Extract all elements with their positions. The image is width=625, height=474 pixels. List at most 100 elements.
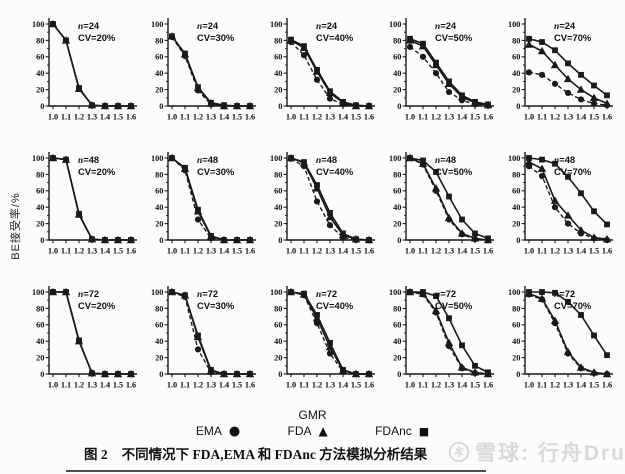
panel-n72-cv30: 0 20 40 60 80 100 1.0 1.1 1.2 1.3 1.4 1.5 1.6 n=72CV=… [151,286,256,390]
svg-text:20: 20 [393,220,401,229]
panel-n24-cv70: 0 20 40 60 80 100 1.0 1.1 1.2 1.3 1.4 1.5 1.6 n=24CV=… [508,18,613,122]
svg-text:0: 0 [159,236,163,245]
svg-text:1.6: 1.6 [602,113,612,122]
svg-text:1.0: 1.0 [286,381,296,390]
svg-text:n=24: n=24 [316,20,338,32]
svg-text:60: 60 [274,187,282,196]
svg-text:20: 20 [155,220,163,229]
panel-n48-cv70: 0 20 40 60 80 100 1.0 1.1 1.2 1.3 1.4 1.5 1.6 n=48CV=… [508,152,613,256]
svg-text:80: 80 [274,170,282,179]
svg-text:1.4: 1.4 [100,247,110,256]
svg-text:80: 80 [274,36,282,45]
svg-text:1.3: 1.3 [206,113,216,122]
svg-text:CV=70%: CV=70% [554,166,592,177]
svg-text:0: 0 [40,236,44,245]
svg-text:n=24: n=24 [197,20,219,32]
svg-text:80: 80 [512,36,520,45]
svg-text:n=24: n=24 [435,20,457,32]
svg-text:1.4: 1.4 [457,113,467,122]
svg-text:1.4: 1.4 [219,113,229,122]
watermark: 雪球: 行舟Drug [448,437,625,467]
svg-text:80: 80 [393,36,401,45]
figure-caption-text: 不同情况下 FDA,EMA 和 FDAnc 方法模拟分析结果 [121,447,428,462]
svg-text:20: 20 [274,86,282,95]
svg-text:n=72: n=72 [554,288,575,300]
svg-text:0: 0 [159,370,163,379]
panel-n48-cv30: 0 20 40 60 80 100 1.0 1.1 1.2 1.3 1.4 1.5 1.6 n=48CV=… [151,152,256,256]
svg-text:1.1: 1.1 [418,113,428,122]
svg-text:1.5: 1.5 [351,247,361,256]
svg-text:40: 40 [274,337,282,346]
svg-text:80: 80 [36,36,44,45]
svg-text:20: 20 [36,220,44,229]
panel-n24-cv30: 0 20 40 60 80 100 1.0 1.1 1.2 1.3 1.4 1.5 1.6 n=24CV=… [151,18,256,122]
svg-text:0: 0 [516,236,520,245]
svg-text:n=48: n=48 [435,154,456,166]
svg-text:CV=50%: CV=50% [435,166,473,177]
svg-text:CV=70%: CV=70% [554,32,592,43]
svg-text:1.4: 1.4 [338,381,348,390]
svg-text:100: 100 [151,20,163,29]
svg-text:1.5: 1.5 [589,113,599,122]
svg-text:1.6: 1.6 [126,381,136,390]
svg-text:1.0: 1.0 [48,381,58,390]
svg-text:1.1: 1.1 [180,381,190,390]
x-axis-label: GMR [298,408,327,422]
svg-text:1.5: 1.5 [589,247,599,256]
y-axis-label: BE接受率/% [10,192,22,260]
svg-text:1.5: 1.5 [470,381,480,390]
svg-text:1.4: 1.4 [219,381,229,390]
svg-text:80: 80 [155,170,163,179]
svg-text:1.4: 1.4 [100,113,110,122]
svg-text:1.1: 1.1 [418,381,428,390]
svg-text:1.5: 1.5 [589,381,599,390]
figure-caption-number: 图 2 [84,447,108,462]
panel-n72-cv20: 0 20 40 60 80 100 1.0 1.1 1.2 1.3 1.4 1.5 1.6 n=72CV=… [32,286,137,390]
svg-text:1.1: 1.1 [180,247,190,256]
svg-text:1.0: 1.0 [48,113,58,122]
svg-text:1.0: 1.0 [167,381,177,390]
svg-text:1.5: 1.5 [113,247,123,256]
svg-text:1.3: 1.3 [87,381,97,390]
svg-text:80: 80 [155,36,163,45]
chart-legend: EMA ● FDA ▲ FDAnc ■ [0,424,625,439]
svg-text:20: 20 [155,86,163,95]
svg-text:80: 80 [155,304,163,313]
svg-text:40: 40 [36,69,44,78]
circle-marker-icon: ● [228,424,241,439]
panel-n72-cv50: 0 20 40 60 80 100 1.0 1.1 1.2 1.3 1.4 1.5 1.6 n=72CV=… [389,286,494,390]
svg-text:n=48: n=48 [554,154,575,166]
svg-text:CV=50%: CV=50% [435,300,473,311]
svg-text:60: 60 [274,321,282,330]
svg-text:CV=50%: CV=50% [435,32,473,43]
svg-text:0: 0 [278,370,282,379]
svg-text:1.4: 1.4 [219,247,229,256]
svg-text:1.1: 1.1 [418,247,428,256]
svg-text:1.6: 1.6 [245,113,255,122]
legend-item-fdanc: FDAnc ■ [375,424,429,438]
panel-n24-cv50: 0 20 40 60 80 100 1.0 1.1 1.2 1.3 1.4 1.5 1.6 n=24CV=… [389,18,494,122]
svg-text:80: 80 [274,304,282,313]
svg-text:1.3: 1.3 [206,247,216,256]
panel-n72-cv70: 0 20 40 60 80 100 1.0 1.1 1.2 1.3 1.4 1.5 1.6 n=72CV=… [508,286,613,390]
svg-text:100: 100 [32,20,44,29]
svg-text:1.1: 1.1 [61,381,71,390]
svg-text:1.5: 1.5 [232,247,242,256]
svg-text:20: 20 [393,354,401,363]
svg-text:1.2: 1.2 [193,113,203,122]
svg-text:80: 80 [393,304,401,313]
svg-text:1.3: 1.3 [87,247,97,256]
panel-n24-cv40: 0 20 40 60 80 100 1.0 1.1 1.2 1.3 1.4 1.5 1.6 n=24CV=… [270,18,375,122]
svg-text:CV=30%: CV=30% [197,300,235,311]
svg-text:n=48: n=48 [78,154,99,166]
svg-text:0: 0 [516,102,520,111]
svg-text:1.4: 1.4 [338,247,348,256]
svg-text:1.4: 1.4 [576,113,586,122]
svg-text:100: 100 [32,288,44,297]
svg-text:1.1: 1.1 [180,113,190,122]
svg-text:n=48: n=48 [197,154,218,166]
svg-text:40: 40 [393,203,401,212]
svg-text:100: 100 [389,288,401,297]
svg-text:1.3: 1.3 [325,381,335,390]
svg-text:0: 0 [278,236,282,245]
